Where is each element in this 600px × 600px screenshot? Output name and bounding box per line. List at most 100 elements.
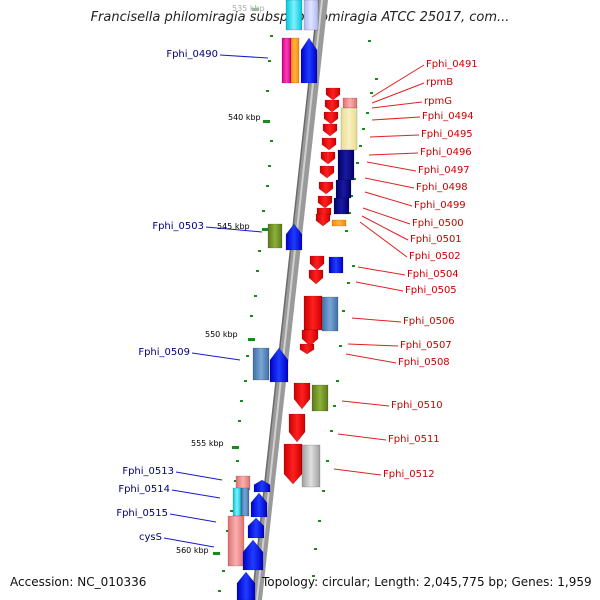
gene-glyph xyxy=(315,213,331,227)
leader-line xyxy=(371,82,425,104)
leader-line xyxy=(341,400,390,407)
gene-label[interactable]: Fphi_0513 xyxy=(122,466,174,477)
gene-glyph xyxy=(335,179,352,199)
leader-line xyxy=(366,161,417,172)
gene-glyph xyxy=(283,443,303,485)
leader-line xyxy=(163,537,215,548)
scale-tick-label: 535 kbp xyxy=(232,4,265,13)
leader-line xyxy=(371,116,421,121)
leader-line xyxy=(191,352,241,361)
gene-label[interactable]: rpmG xyxy=(424,96,452,107)
gene-label[interactable]: cysS xyxy=(139,532,162,543)
gene-label[interactable]: Fphi_0505 xyxy=(405,285,457,296)
leader-line xyxy=(333,468,382,476)
gene-glyph xyxy=(319,165,335,179)
gene-label[interactable]: Fphi_0502 xyxy=(409,251,461,262)
gene-glyph xyxy=(321,137,337,151)
gene-label[interactable]: Fphi_0503 xyxy=(152,221,204,232)
gene-glyph xyxy=(317,195,333,209)
gene-glyph xyxy=(267,223,283,249)
gene-glyph xyxy=(300,37,318,84)
gene-glyph xyxy=(301,444,321,488)
scale-tick-label: 555 kbp xyxy=(191,439,224,448)
leader-line xyxy=(364,191,413,207)
gene-glyph xyxy=(288,413,306,443)
leader-line xyxy=(364,177,415,189)
scale-tick-label: 540 kbp xyxy=(228,113,261,122)
leader-line xyxy=(359,221,408,258)
leader-line xyxy=(219,54,269,59)
gene-label[interactable]: Fphi_0507 xyxy=(400,340,452,351)
gene-glyph xyxy=(320,151,336,165)
gene-glyph xyxy=(227,515,245,567)
gene-glyph xyxy=(250,492,268,518)
gene-label[interactable]: Fphi_0514 xyxy=(118,484,170,495)
gene-glyph xyxy=(331,219,347,227)
gene-label[interactable]: Fphi_0501 xyxy=(410,234,462,245)
leader-line xyxy=(347,343,399,347)
accession-text: Accession: NC_010336 xyxy=(10,575,147,589)
gene-glyph xyxy=(269,347,289,383)
gene-glyph xyxy=(324,99,340,113)
gene-glyph xyxy=(247,517,265,539)
gene-label[interactable]: Fphi_0498 xyxy=(416,182,468,193)
gene-glyph xyxy=(328,256,344,274)
gene-label[interactable]: Fphi_0510 xyxy=(391,400,443,411)
gene-glyph xyxy=(303,295,323,331)
leader-line xyxy=(369,134,420,138)
leader-line xyxy=(361,215,409,241)
gene-glyph xyxy=(340,107,358,151)
gene-label[interactable]: Fphi_0500 xyxy=(412,218,464,229)
gene-label[interactable]: Fphi_0508 xyxy=(398,357,450,368)
gene-glyph xyxy=(232,487,242,517)
leader-line xyxy=(345,353,397,364)
gene-glyph xyxy=(323,111,339,125)
gene-label[interactable]: Fphi_0496 xyxy=(420,147,472,158)
gene-glyph xyxy=(299,343,315,355)
gene-glyph xyxy=(252,347,270,381)
leader-lines xyxy=(163,54,425,548)
gene-glyph xyxy=(321,296,339,332)
gene-glyph xyxy=(342,97,358,109)
gene-features xyxy=(227,0,358,600)
gene-label[interactable]: Fphi_0504 xyxy=(407,269,459,280)
leader-line xyxy=(355,281,404,292)
leader-line xyxy=(357,266,406,276)
gene-glyph xyxy=(301,329,319,347)
gene-label[interactable]: Fphi_0506 xyxy=(403,316,455,327)
gene-glyph xyxy=(308,269,324,285)
gene-glyph xyxy=(253,479,271,493)
genome-info-text: Topology: circular; Length: 2,045,775 bp… xyxy=(262,575,592,589)
gene-glyph xyxy=(333,197,350,215)
gene-label[interactable]: Fphi_0495 xyxy=(421,129,473,140)
gene-glyph xyxy=(318,181,334,195)
leader-line xyxy=(368,152,419,156)
gene-glyph xyxy=(293,382,311,410)
gene-glyph xyxy=(285,223,303,251)
leader-line xyxy=(371,64,425,98)
gene-glyph xyxy=(311,384,329,412)
leader-line xyxy=(205,226,263,233)
gene-label[interactable]: Fphi_0494 xyxy=(422,111,474,122)
gene-label[interactable]: Fphi_0515 xyxy=(116,508,168,519)
gene-label[interactable]: Fphi_0491 xyxy=(426,59,478,70)
gene-label[interactable]: Fphi_0499 xyxy=(414,200,466,211)
scale-tick-label: 545 kbp xyxy=(217,222,250,231)
leader-line xyxy=(362,207,411,225)
gene-label[interactable]: rpmB xyxy=(426,77,454,88)
gene-glyph xyxy=(240,487,250,517)
scale-tick-label: 560 kbp xyxy=(176,546,209,555)
gene-glyph xyxy=(281,37,292,84)
gene-glyph xyxy=(337,149,355,181)
gene-label[interactable]: Fphi_0497 xyxy=(418,165,470,176)
leader-line xyxy=(351,317,402,323)
gene-label[interactable]: Fphi_0509 xyxy=(138,347,190,358)
gene-glyph xyxy=(236,571,256,600)
leader-line xyxy=(169,513,217,523)
tick-marks xyxy=(213,8,270,555)
gene-glyph xyxy=(290,37,300,84)
gene-label[interactable]: Fphi_0511 xyxy=(388,434,440,445)
gene-label[interactable]: Fphi_0512 xyxy=(383,469,435,480)
gene-label[interactable]: Fphi_0490 xyxy=(166,49,218,60)
